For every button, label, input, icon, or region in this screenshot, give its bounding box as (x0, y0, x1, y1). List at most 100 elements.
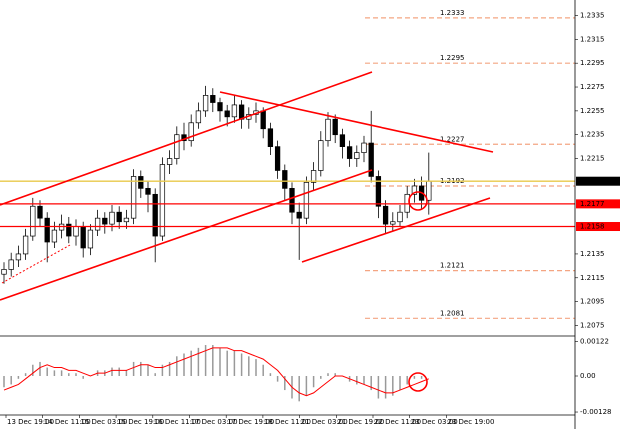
candle-body (116, 211, 122, 223)
candle-body (202, 95, 209, 112)
price-panel: 1.2335 1.2315 1.2295 1.2275 1.2255 1.2235 1.22… (0, 9, 620, 329)
candle-body (390, 221, 396, 225)
candle-body (210, 95, 216, 103)
candle-body (73, 226, 79, 237)
candle-body (382, 205, 389, 225)
candle-body (339, 134, 346, 147)
candle-body (260, 110, 266, 130)
candle-body (87, 229, 94, 249)
y-tick-label: 1.2255 (580, 107, 605, 115)
ascending-line (301, 197, 491, 263)
candle-body (332, 118, 338, 136)
level-label: 1.2121 (440, 262, 465, 270)
dotted-line (1, 244, 71, 284)
candle-body (145, 188, 151, 195)
candle-body (325, 118, 331, 142)
candle-body (44, 217, 50, 243)
x-tick-label: 23 Dec 03:00 (411, 418, 458, 426)
y-tick-label: 1.2095 (580, 298, 605, 306)
y-tick-label: 1.2075 (580, 321, 605, 329)
macd-signal (3, 347, 429, 397)
candle-body (15, 253, 22, 261)
x-tick-label: 21 Dec 19:00 (337, 418, 384, 426)
candle-body (159, 164, 166, 237)
macd-panel: 0.00122 0.00 -0.00128 (3, 338, 611, 416)
x-tick-label: 21 Dec 03:00 (301, 418, 348, 426)
candle-body (354, 152, 360, 159)
channel-upper (0, 71, 373, 206)
candle-body (130, 176, 137, 219)
candle-body (66, 223, 72, 237)
candle-body (37, 205, 43, 219)
price-label: 1.2196 (580, 177, 605, 185)
price-label-box (576, 222, 620, 232)
candle-body (368, 142, 374, 177)
y-tick-label: 1.2295 (580, 59, 605, 67)
level-label: 1.2333 (440, 9, 465, 17)
x-tick-label: 22 Dec 11:00 (374, 418, 421, 426)
candle-body (138, 176, 144, 189)
x-tick-label: 23 Dec 19:00 (447, 418, 494, 426)
x-tick-label: 18 Dec 11:00 (264, 418, 311, 426)
x-tick-label: 13 Dec 19:00 (7, 418, 54, 426)
x-tick-label: 15 Dec 19:00 (117, 418, 164, 426)
y-tick-label: 0.00122 (580, 338, 609, 346)
price-label: 1.2158 (580, 223, 605, 231)
y-tick-label: -0.00128 (580, 408, 611, 416)
x-tick-label: 16 Dec 11:00 (154, 418, 201, 426)
candle-body (426, 180, 432, 201)
candle-body (217, 102, 223, 112)
candle-body (94, 217, 101, 231)
y-tick-label: 1.2235 (580, 131, 605, 139)
candle-body (282, 170, 288, 189)
highlight-circle (408, 372, 428, 392)
candle-body (51, 229, 58, 243)
candle-body (310, 170, 317, 183)
price-label: 1.2177 (580, 200, 605, 208)
x-tick-label: 17 Dec 19:00 (227, 418, 274, 426)
candle-body (375, 176, 382, 207)
candle-body (188, 122, 194, 142)
x-tick-label: 17 Dec 03:00 (191, 418, 238, 426)
candle-body (8, 259, 14, 270)
channel-lower (0, 169, 373, 301)
candle-body (289, 188, 295, 213)
level-label: 1.2227 (440, 135, 465, 143)
candle-body (109, 211, 115, 225)
y-tick-label: 1.2115 (580, 274, 605, 282)
price-label-box (576, 199, 620, 209)
level-label: 1.2081 (440, 309, 465, 317)
candle-body (411, 185, 418, 195)
y-tick-label: 1.2215 (580, 155, 605, 163)
candle-body (1, 269, 7, 275)
candle-body (303, 182, 310, 219)
candle-body (274, 146, 281, 171)
candle-body (80, 226, 86, 249)
candle-body (224, 110, 230, 118)
candle-body (30, 205, 36, 237)
y-tick-label: 1.2335 (580, 11, 605, 19)
candle-body (123, 217, 130, 223)
candle-body (318, 140, 324, 171)
y-tick-label: 1.2135 (580, 250, 605, 258)
candle-body (231, 104, 238, 118)
candle-body (238, 104, 245, 120)
y-tick-label: 1.2315 (580, 35, 605, 43)
trend-lines (0, 71, 494, 301)
candle-body (152, 193, 158, 237)
highlight-circle (408, 191, 428, 211)
candle-body (195, 110, 202, 124)
candle-body (267, 128, 274, 147)
candle-body (361, 142, 367, 153)
candle-body (22, 235, 29, 255)
candle-body (346, 146, 353, 159)
candle-body (296, 211, 302, 219)
candle-body (102, 217, 108, 225)
x-tick-label: 14 Dec 11:00 (44, 418, 91, 426)
price-label-box (576, 176, 620, 186)
candle-body (166, 158, 173, 165)
x-tick-label: 15 Dec 03:00 (80, 418, 127, 426)
y-tick-label: 0.00 (580, 372, 596, 380)
